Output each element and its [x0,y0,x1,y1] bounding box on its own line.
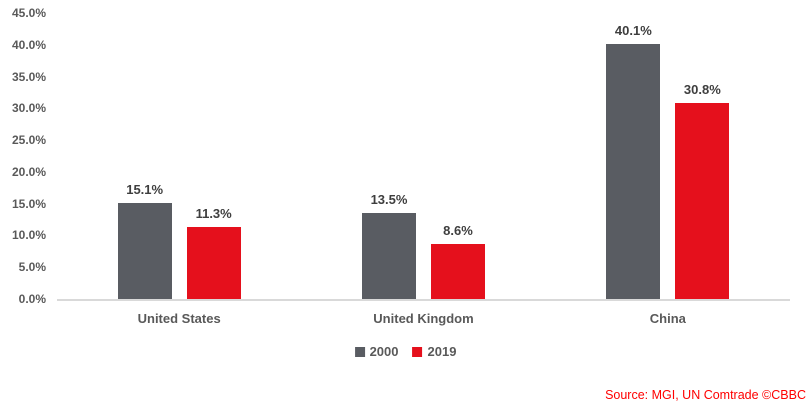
bar-2019-united-kingdom [431,244,485,299]
category-label-united-states: United States [137,311,221,326]
data-label-2000-china: 40.1% [614,23,652,39]
legend-item-2000: 2000 [354,344,399,359]
legend-item-2019: 2019 [412,344,457,359]
legend: 2000 2019 [354,344,457,359]
data-label-2000-united-kingdom: 13.5% [370,192,408,208]
bar-2019-china [675,103,730,299]
data-label-2019-united-states: 11.3% [195,206,232,222]
y-axis-tick-label: 10.0% [11,228,46,243]
source-note: Source: MGI, UN Comtrade ©CBBC [605,388,806,402]
data-label-2000-united-states: 15.1% [126,182,164,198]
y-axis-tick-label: 35.0% [11,69,46,84]
y-axis-tick-label: 0.0% [18,292,46,306]
bar-2019-united-states [186,227,241,299]
data-label-2019-china: 30.8% [683,82,721,98]
legend-label-2000: 2000 [369,344,399,359]
category-label-united-kingdom: United Kingdom [373,311,474,326]
legend-label-2019: 2019 [427,344,457,359]
bar-2000-united-kingdom [362,213,416,299]
y-axis-tick-label: 30.0% [11,101,46,116]
data-label-2019-united-kingdom: 8.6% [443,223,473,239]
bar-2000-china [606,44,661,299]
legend-swatch-2000 [354,346,365,357]
y-axis-tick-label: 15.0% [11,196,46,211]
y-axis-tick-label: 25.0% [11,133,46,148]
x-axis-line [57,299,790,301]
y-axis-tick-label: 5.0% [18,260,46,275]
y-axis-tick-label: 45.0% [11,6,46,20]
y-axis-tick-label: 20.0% [11,164,46,179]
y-axis-tick-label: 40.0% [11,37,46,52]
category-label-china: China [649,311,686,326]
bar-2000-united-states [117,203,172,299]
legend-swatch-2019 [412,346,423,357]
